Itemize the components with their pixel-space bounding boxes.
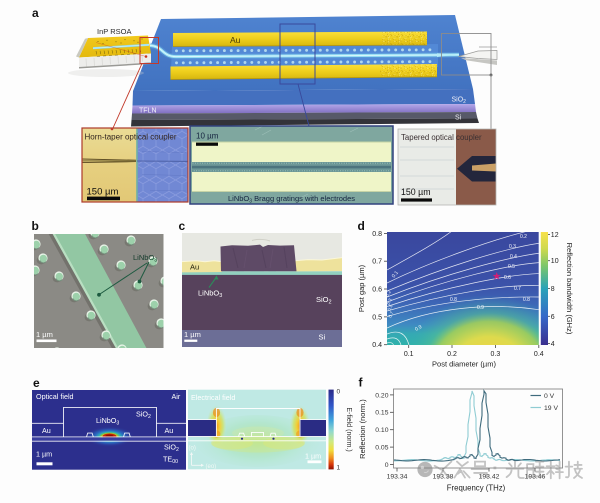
svg-text:a: a: [32, 6, 39, 20]
svg-text:Post diameter (µm): Post diameter (µm): [432, 360, 496, 369]
svg-text:Electrical field: Electrical field: [191, 393, 235, 402]
svg-text:SiO2: SiO2: [316, 295, 332, 306]
svg-text:(eo): (eo): [206, 464, 217, 470]
svg-text:Post gap (µm): Post gap (µm): [357, 264, 366, 312]
svg-text:Reflection bandwidth (GHz): Reflection bandwidth (GHz): [565, 243, 574, 335]
svg-text:0.20: 0.20: [375, 392, 388, 399]
svg-text:LiNbO3: LiNbO3: [96, 416, 119, 426]
svg-text:LiNbO3: LiNbO3: [133, 253, 157, 264]
svg-text:InP RSOA: InP RSOA: [97, 27, 131, 36]
svg-text:10: 10: [551, 258, 559, 265]
svg-text:150 µm: 150 µm: [87, 187, 119, 198]
svg-text:E-field (norm.): E-field (norm.): [345, 407, 352, 451]
svg-text:c: c: [179, 219, 186, 233]
svg-text:1 µm: 1 µm: [36, 330, 53, 339]
svg-text:Horn-taper optical coupler: Horn-taper optical coupler: [85, 133, 177, 142]
svg-text:1 µm: 1 µm: [36, 450, 52, 459]
svg-text:1 µm: 1 µm: [184, 330, 201, 339]
svg-text:Air: Air: [172, 392, 181, 401]
svg-text:e: e: [33, 376, 40, 390]
svg-text:Au: Au: [165, 426, 174, 435]
svg-text:0.9: 0.9: [414, 324, 423, 333]
svg-text:4: 4: [551, 341, 555, 348]
svg-text:0.5: 0.5: [386, 303, 393, 311]
svg-text:0.4: 0.4: [510, 254, 517, 260]
svg-text:12: 12: [551, 232, 559, 239]
svg-text:0.2: 0.2: [447, 351, 457, 358]
svg-text:10 µm: 10 µm: [196, 132, 219, 141]
svg-text:0.8: 0.8: [523, 297, 530, 303]
svg-text:0.5: 0.5: [508, 264, 515, 270]
svg-text:0.6: 0.6: [504, 275, 511, 281]
svg-text:0.15: 0.15: [375, 410, 388, 417]
svg-text:0.05: 0.05: [375, 445, 388, 452]
svg-text:0.5: 0.5: [372, 314, 382, 321]
svg-text:Au: Au: [190, 262, 199, 271]
svg-text:0.8: 0.8: [450, 297, 457, 303]
svg-text:0.9: 0.9: [477, 305, 484, 311]
svg-text:0.8: 0.8: [372, 231, 382, 238]
svg-text:150 µm: 150 µm: [401, 187, 431, 197]
svg-text:0: 0: [385, 462, 389, 469]
svg-text:6: 6: [551, 314, 555, 321]
svg-text:8: 8: [551, 286, 555, 293]
svg-text:0.4: 0.4: [372, 342, 382, 349]
svg-text:0.4: 0.4: [534, 351, 544, 358]
svg-text:0.6: 0.6: [372, 287, 382, 294]
svg-text:193.38: 193.38: [433, 474, 454, 481]
svg-text:0.1: 0.1: [404, 351, 414, 358]
svg-text:19 V: 19 V: [544, 405, 558, 412]
svg-text:0.3: 0.3: [491, 351, 501, 358]
svg-text:Si: Si: [319, 333, 326, 342]
svg-text:0 V: 0 V: [544, 393, 555, 400]
svg-text:Si: Si: [455, 115, 462, 122]
svg-text:SiO2: SiO2: [452, 97, 467, 106]
svg-text:0.7: 0.7: [387, 310, 394, 318]
svg-text:Reflection (norm.): Reflection (norm.): [358, 399, 367, 459]
svg-text:Au: Au: [230, 35, 241, 45]
svg-text:Frequency (THz): Frequency (THz): [447, 484, 506, 493]
svg-text:1 µm: 1 µm: [305, 452, 321, 461]
svg-text:0.3: 0.3: [509, 244, 516, 250]
svg-text:0.10: 0.10: [375, 427, 388, 434]
svg-text:TFLN: TFLN: [139, 108, 157, 115]
svg-text:193.46: 193.46: [525, 474, 546, 481]
svg-text:0.2: 0.2: [520, 234, 527, 240]
svg-text:LiNbO3 Bragg gratings with ele: LiNbO3 Bragg gratings with electrodes: [228, 194, 355, 205]
svg-text:LiNbO3: LiNbO3: [198, 289, 222, 300]
svg-text:1: 1: [337, 464, 341, 471]
svg-text:Tapered optical coupler: Tapered optical coupler: [401, 133, 482, 142]
svg-text:0: 0: [337, 389, 341, 396]
svg-text:SiO2: SiO2: [136, 410, 151, 420]
svg-text:0.1: 0.1: [391, 270, 400, 279]
svg-text:193.34: 193.34: [387, 474, 408, 481]
svg-text:0.7: 0.7: [514, 286, 521, 292]
svg-text:b: b: [32, 219, 39, 233]
svg-text:TE00: TE00: [163, 455, 178, 465]
svg-text:0.2: 0.2: [385, 289, 393, 297]
svg-text:(o): (o): [189, 446, 196, 452]
svg-text:0.3: 0.3: [385, 297, 393, 305]
svg-text:SiO2: SiO2: [164, 443, 179, 453]
svg-text:0.7: 0.7: [372, 259, 382, 266]
svg-text:f: f: [359, 376, 364, 390]
svg-text:Optical field: Optical field: [36, 392, 74, 401]
svg-text:193.42: 193.42: [479, 474, 500, 481]
svg-text:Au: Au: [42, 426, 51, 435]
svg-text:d: d: [358, 219, 365, 233]
